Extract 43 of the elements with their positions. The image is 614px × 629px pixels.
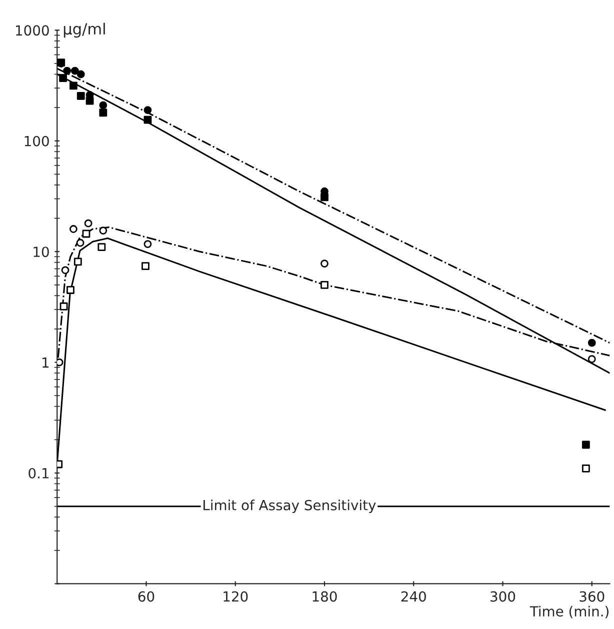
x-tick-label: 360 [580,591,604,602]
point [99,226,108,234]
point [60,302,68,310]
x-tick-label: 120 [224,591,248,602]
x-tick-label: 240 [401,591,426,602]
point [76,92,85,100]
y-tick-label: 0.1 [28,468,49,478]
point [76,238,84,247]
point [86,96,94,105]
point [582,464,590,472]
point [69,225,78,233]
point [582,440,590,449]
point [98,243,106,251]
x-axis-title: Time (min.) [530,606,609,618]
point [69,82,78,90]
point [320,260,328,268]
point [82,230,90,238]
y-tick-label: 1 [42,357,49,368]
point [74,258,82,266]
point [144,240,152,248]
point [76,70,85,78]
point [66,286,74,294]
x-tick-label: 180 [312,591,337,602]
x-tick-label: 300 [490,591,516,602]
ref-line-label: Limit of Assay Sensitivity [204,500,376,514]
point [320,280,328,289]
y-axis-title: µg/ml [64,22,105,38]
point [99,108,108,117]
point [142,262,150,270]
point [588,355,596,364]
point [144,116,152,124]
point [59,74,67,82]
point [61,266,70,274]
point [99,101,108,110]
x-tick-label: 60 [138,591,154,602]
point [144,106,152,114]
point [70,66,79,75]
point [84,219,92,228]
y-tick-label: 100 [24,136,49,146]
y-tick-label: 10 [34,246,49,258]
y-tick-label: 1000 [16,25,49,36]
point [63,66,72,75]
point [588,338,596,347]
